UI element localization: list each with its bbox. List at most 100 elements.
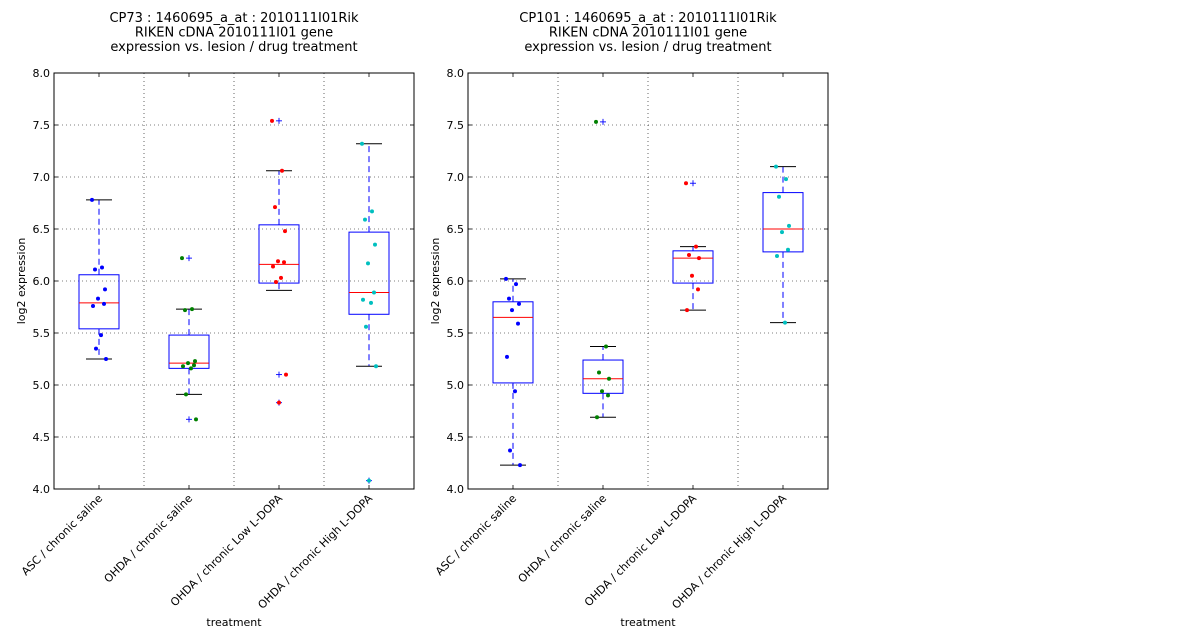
y-tick-label: 4.5 (33, 431, 51, 444)
x-tick-label: ASC / chronic saline (433, 492, 519, 578)
data-point (607, 376, 611, 381)
data-point (595, 415, 599, 420)
data-point (93, 267, 97, 272)
y-tick-label: 7.5 (33, 119, 51, 132)
y-axis-label: log2 expression (429, 238, 442, 325)
data-point (370, 209, 374, 214)
data-point (90, 197, 94, 202)
data-point (597, 370, 601, 375)
data-point (606, 393, 610, 398)
data-point (273, 205, 277, 210)
data-point (775, 254, 779, 259)
data-point (366, 261, 370, 266)
y-tick-label: 4.5 (447, 431, 465, 444)
chart-title-line: RIKEN cDNA 2010111I01 gene (135, 26, 333, 41)
data-point (508, 448, 512, 453)
y-tick-label: 6.5 (447, 223, 465, 236)
data-point (103, 287, 107, 292)
data-point (372, 290, 376, 295)
data-point (369, 300, 373, 305)
data-point (374, 364, 378, 369)
y-tick-label: 8.0 (447, 67, 465, 80)
x-tick-label: OHDA / chronic saline (102, 492, 196, 586)
data-point (367, 478, 371, 483)
data-point (518, 463, 522, 468)
data-point (783, 320, 787, 325)
y-tick-label: 6.5 (33, 223, 51, 236)
iqr-box (348, 231, 390, 315)
data-point (517, 301, 521, 306)
iqr-box (582, 359, 624, 394)
x-axis-label: treatment (206, 616, 262, 629)
data-point (193, 359, 197, 364)
data-point (283, 229, 287, 234)
iqr-box (78, 274, 120, 330)
y-tick-label: 7.0 (447, 171, 465, 184)
data-point (184, 392, 188, 397)
data-point (194, 417, 198, 422)
data-point (186, 361, 190, 366)
iqr-box (258, 224, 300, 284)
chart-title-line: RIKEN cDNA 2010111I01 gene (549, 26, 747, 41)
iqr-box (672, 250, 714, 284)
data-point (271, 264, 275, 269)
chart-title-line: expression vs. lesion / drug treatment (524, 40, 771, 55)
data-point (604, 344, 608, 349)
data-point (280, 168, 284, 173)
chart-cp101: CP101 : 1460695_a_at : 2010111I01RikRIKE… (429, 11, 829, 629)
y-tick-label: 4.0 (33, 483, 51, 496)
axes-frame (467, 72, 829, 490)
y-tick-label: 8.0 (33, 67, 51, 80)
data-point (690, 273, 694, 278)
data-point (183, 308, 187, 313)
data-point (504, 276, 508, 281)
data-point (600, 389, 604, 394)
y-tick-label: 7.5 (447, 119, 465, 132)
data-point (696, 287, 700, 292)
data-point (363, 217, 367, 222)
data-point (282, 260, 286, 265)
y-tick-label: 5.0 (33, 379, 51, 392)
data-point (697, 256, 701, 261)
data-point (189, 366, 193, 371)
data-point (510, 308, 514, 313)
data-point (777, 194, 781, 199)
data-point (685, 308, 689, 313)
x-tick-label: ASC / chronic saline (19, 492, 105, 578)
data-point (360, 141, 364, 146)
data-point (786, 247, 790, 252)
data-point (787, 223, 791, 228)
data-point (91, 303, 95, 308)
y-tick-label: 6.0 (33, 275, 51, 288)
data-point (180, 256, 184, 261)
data-point (774, 164, 778, 169)
y-tick-label: 5.5 (447, 327, 465, 340)
data-point (190, 307, 194, 312)
data-point (99, 333, 103, 338)
data-point (513, 389, 517, 394)
data-point (274, 280, 278, 285)
data-point (277, 400, 281, 405)
data-point (594, 119, 598, 124)
data-point (279, 275, 283, 280)
y-tick-label: 7.0 (33, 171, 51, 184)
data-point (694, 244, 698, 249)
data-point (96, 296, 100, 301)
chart-title-line: CP101 : 1460695_a_at : 2010111I01Rik (519, 11, 777, 26)
data-point (364, 324, 368, 329)
y-tick-label: 6.0 (447, 275, 465, 288)
data-point (507, 296, 511, 301)
data-point (276, 259, 280, 264)
data-point (780, 230, 784, 235)
y-tick-label: 4.0 (447, 483, 465, 496)
y-tick-label: 5.0 (447, 379, 465, 392)
data-point (102, 301, 106, 306)
iqr-box (762, 192, 804, 253)
axes-frame (53, 72, 415, 490)
data-point (514, 282, 518, 287)
data-point (361, 297, 365, 302)
data-point (687, 253, 691, 257)
data-point (100, 265, 104, 270)
x-axis-label: treatment (620, 616, 676, 629)
